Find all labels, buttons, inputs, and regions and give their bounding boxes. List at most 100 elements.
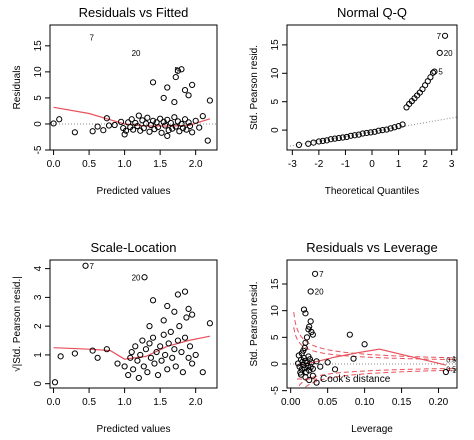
data-point xyxy=(121,363,128,370)
data-point xyxy=(185,119,192,126)
cooks-contour-label: 1 xyxy=(452,368,456,375)
data-point xyxy=(56,116,63,123)
y-tick-label: -5 xyxy=(33,145,44,154)
x-axis-label: Predicted values xyxy=(97,424,171,435)
x-tick-label: 0.20 xyxy=(429,397,449,408)
y-tick-label: 3 xyxy=(33,294,44,300)
data-point xyxy=(331,366,339,373)
data-point xyxy=(154,123,162,131)
data-point xyxy=(441,32,449,39)
data-point xyxy=(323,137,330,144)
x-tick-label: 1.0 xyxy=(118,159,132,170)
data-point xyxy=(355,131,362,138)
data-point xyxy=(395,123,402,130)
data-point xyxy=(178,348,185,356)
panel-title: Residuals vs Leverage xyxy=(306,240,438,255)
cooks-distance-contour xyxy=(303,369,457,388)
data-point xyxy=(146,128,153,135)
data-point xyxy=(160,94,167,102)
cooks-distance-contour xyxy=(297,367,457,388)
data-point xyxy=(147,354,155,361)
data-point xyxy=(57,353,64,360)
point-label: 20 xyxy=(315,287,324,296)
data-point xyxy=(176,128,183,135)
plot-content: 0.0 0.5 1.0 1.5 2.0 -5 0 5 10 15 7 20 5 xyxy=(33,34,217,170)
y-tick-label: -5 xyxy=(270,386,281,395)
data-point xyxy=(204,137,211,144)
data-point xyxy=(391,124,398,131)
y-axis-label: Residuals xyxy=(12,66,23,110)
data-point xyxy=(309,372,316,379)
data-point xyxy=(172,363,179,370)
data-point xyxy=(206,320,213,327)
data-point xyxy=(383,126,390,133)
panel-residuals-vs-fitted: Residuals vs Fitted Predicted values Res… xyxy=(12,5,218,197)
data-point xyxy=(89,128,96,135)
data-point xyxy=(149,117,157,124)
data-point xyxy=(311,270,319,277)
y-tick-label: 15 xyxy=(270,278,281,290)
data-point xyxy=(164,302,171,310)
cooks-contour-label: 0.5 xyxy=(446,366,456,373)
data-point xyxy=(135,112,142,119)
data-point xyxy=(303,359,311,367)
data-point xyxy=(140,363,147,370)
data-point xyxy=(164,132,171,140)
data-point xyxy=(149,297,157,304)
data-point xyxy=(94,123,101,130)
data-point xyxy=(343,133,350,141)
data-point xyxy=(162,351,169,359)
data-point xyxy=(165,340,172,347)
data-point xyxy=(206,97,213,104)
data-point xyxy=(189,81,196,88)
data-point xyxy=(186,122,194,130)
data-point xyxy=(167,328,174,336)
x-tick-label: 2 xyxy=(422,159,428,170)
data-point xyxy=(327,136,334,143)
data-point xyxy=(315,138,322,145)
data-point xyxy=(346,331,353,338)
data-point xyxy=(121,131,128,138)
data-point xyxy=(164,84,171,91)
data-point xyxy=(196,124,203,131)
data-point xyxy=(367,129,374,136)
data-point xyxy=(306,356,314,363)
y-tick-label: 5 xyxy=(270,334,281,340)
data-point xyxy=(137,351,144,359)
x-axis-label: Leverage xyxy=(351,424,393,435)
data-point xyxy=(167,119,174,127)
data-point xyxy=(295,141,303,148)
panel-title: Residuals vs Fitted xyxy=(79,5,189,20)
data-point xyxy=(144,369,151,376)
data-point xyxy=(192,351,199,359)
data-point xyxy=(310,139,317,146)
data-point xyxy=(139,337,146,344)
data-point xyxy=(350,355,357,362)
data-point xyxy=(171,98,178,106)
point-label: 20 xyxy=(444,49,453,58)
y-axis-label: Std. Pearson resid. xyxy=(249,45,260,130)
data-point xyxy=(89,347,96,354)
data-point xyxy=(427,74,434,81)
data-point xyxy=(347,132,354,139)
data-point xyxy=(185,305,192,312)
data-point xyxy=(51,379,59,386)
data-point xyxy=(181,288,189,295)
data-point xyxy=(181,334,189,341)
plot-content: -3 -2 -1 0 1 2 3 0 5 10 15 720 5 xyxy=(270,32,457,170)
x-tick-label: -1 xyxy=(341,159,350,170)
x-tick-label: 0.0 xyxy=(47,159,61,170)
data-point xyxy=(160,331,167,338)
data-point xyxy=(189,129,196,136)
data-point xyxy=(125,371,132,379)
panel-scale-location: Scale-Location Predicted values √|Std. P… xyxy=(11,240,218,435)
point-label: 7 xyxy=(90,262,95,271)
x-tick-label: 0.15 xyxy=(392,397,412,408)
data-point xyxy=(185,92,192,99)
data-point xyxy=(122,127,130,134)
point-label: 7 xyxy=(90,34,95,43)
x-tick-label: 1.5 xyxy=(153,397,167,408)
data-point xyxy=(171,346,178,353)
data-point xyxy=(442,368,450,376)
